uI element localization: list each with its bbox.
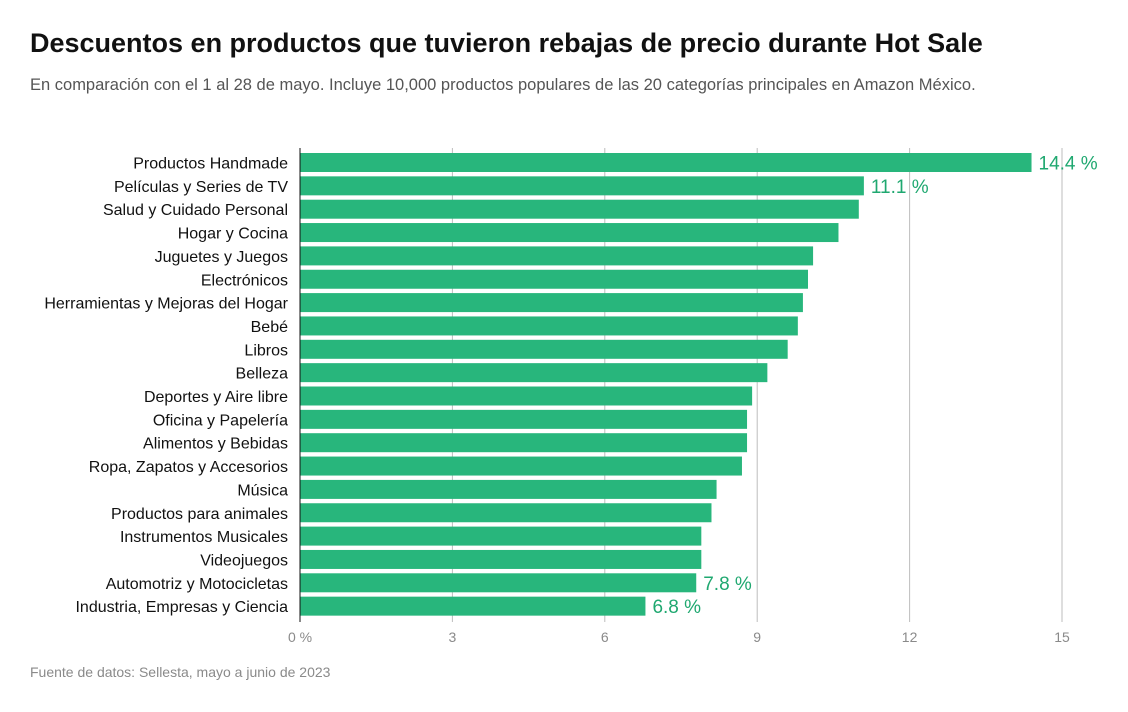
- category-label: Alimentos y Bebidas: [143, 436, 288, 453]
- bar: [300, 409, 748, 429]
- bar: [300, 386, 753, 406]
- bars: [299, 148, 1032, 622]
- bar: [300, 246, 814, 266]
- bar: [300, 526, 702, 546]
- bar: [300, 153, 1032, 172]
- category-label: Productos para animales: [111, 506, 288, 523]
- category-labels: Productos Handmade Películas y Series de …: [44, 156, 288, 617]
- category-label: Películas y Series de TV: [114, 179, 288, 196]
- category-label: Oficina y Papelería: [153, 412, 288, 429]
- bar: [300, 176, 864, 196]
- bar: [300, 316, 798, 336]
- bar: [300, 199, 859, 219]
- chart-subtitle: En comparación con el 1 al 28 de mayo. I…: [30, 76, 976, 94]
- category-label: Hogar y Cocina: [178, 226, 288, 243]
- data-label: 11.1 %: [871, 177, 929, 198]
- x-tick-label: 0 %: [288, 629, 312, 645]
- x-tick-label: 9: [753, 629, 761, 645]
- bar: [300, 596, 646, 616]
- category-label: Productos Handmade: [133, 156, 288, 173]
- x-tick-label: 15: [1054, 629, 1070, 645]
- bar: [300, 456, 742, 476]
- bar: [300, 573, 697, 593]
- category-label: Instrumentos Musicales: [120, 529, 288, 546]
- category-label: Videojuegos: [200, 552, 288, 569]
- category-label: Automotriz y Motocicletas: [106, 576, 288, 593]
- data-label: 6.8 %: [652, 597, 701, 618]
- category-label: Juguetes y Juegos: [155, 249, 288, 266]
- category-label: Salud y Cuidado Personal: [103, 202, 288, 219]
- bar: [300, 363, 768, 383]
- bar: [300, 549, 702, 569]
- bar: [300, 293, 803, 313]
- category-label: Libros: [244, 342, 288, 359]
- category-label: Deportes y Aire libre: [144, 389, 288, 406]
- category-label: Bebé: [251, 319, 288, 336]
- category-label: Ropa, Zapatos y Accesorios: [89, 459, 288, 476]
- bar: [300, 479, 717, 499]
- bar: [300, 269, 808, 289]
- data-label: 14.4 %: [1039, 154, 1098, 175]
- category-label: Belleza: [236, 366, 289, 383]
- chart-title: Descuentos en productos que tuvieron reb…: [30, 28, 983, 58]
- bar: [300, 433, 748, 453]
- x-tick-label: 6: [601, 629, 609, 645]
- bar: [300, 223, 839, 243]
- data-labels: 14.4 % 11.1 % 7.8 %6.8 %: [652, 154, 1097, 619]
- source-note: Fuente de datos: Sellesta, mayo a junio …: [30, 664, 331, 680]
- data-label: 7.8 %: [703, 574, 752, 595]
- category-label: Industria, Empresas y Ciencia: [75, 599, 288, 616]
- category-label: Electrónicos: [201, 272, 288, 289]
- category-label: Herramientas y Mejoras del Hogar: [44, 296, 288, 313]
- bar: [300, 503, 712, 523]
- category-label: Música: [237, 482, 288, 499]
- bar: [300, 339, 788, 359]
- x-tick-label: 12: [902, 629, 918, 645]
- x-tick-label: 3: [449, 629, 457, 645]
- x-axis-ticks: 0 % 3 6 9 12 15: [288, 629, 1070, 645]
